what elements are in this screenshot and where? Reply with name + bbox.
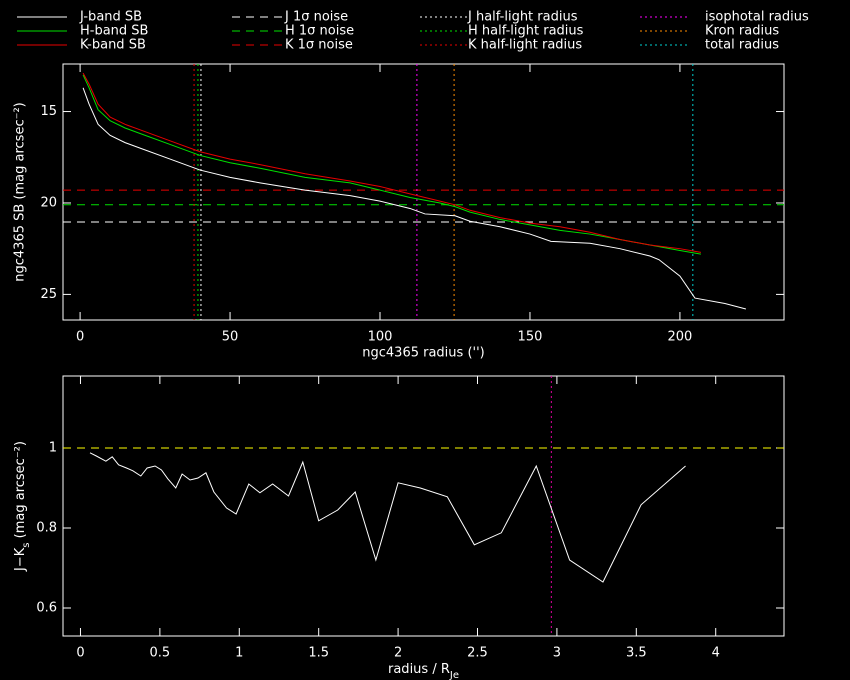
x-tick-label: 200 bbox=[668, 330, 693, 345]
x-tick-label: 0 bbox=[76, 330, 84, 345]
legend-label: K 1σ noise bbox=[285, 38, 353, 53]
plot-frame bbox=[62, 63, 785, 321]
legend-label: H 1σ noise bbox=[285, 24, 354, 39]
y-tick-label: 0.8 bbox=[36, 521, 57, 536]
legend-label: H-band SB bbox=[80, 24, 148, 39]
legend-label: total radius bbox=[705, 38, 779, 53]
y-axis-label-part: (mag arcsec⁻²) bbox=[13, 441, 28, 542]
y-axis-label: ngc4365 SB (mag arcsec⁻²) bbox=[13, 102, 28, 281]
series-line bbox=[82, 72, 702, 253]
series-line bbox=[82, 87, 747, 310]
series-line bbox=[82, 74, 702, 255]
x-axis-label: ngc4365 radius ('') bbox=[362, 346, 484, 361]
x-tick-label: 150 bbox=[518, 330, 543, 345]
x-tick-label: 2.5 bbox=[467, 646, 488, 661]
y-tick-label: 25 bbox=[40, 287, 57, 302]
x-tick-label: 0 bbox=[76, 646, 84, 661]
y-tick-label: 0.6 bbox=[36, 601, 57, 616]
x-tick-label: 3.5 bbox=[626, 646, 647, 661]
x-tick-label: 0.5 bbox=[150, 646, 171, 661]
x-tick-label: 3 bbox=[553, 646, 561, 661]
y-tick-label: 1 bbox=[49, 441, 57, 456]
legend-label: J 1σ noise bbox=[284, 10, 348, 25]
x-tick-label: 1.5 bbox=[308, 646, 329, 661]
x-axis-label-part: Je bbox=[449, 670, 459, 680]
legend-label: isophotal radius bbox=[705, 10, 809, 25]
x-tick-label: 2 bbox=[394, 646, 402, 661]
legend-label: J-band SB bbox=[79, 10, 142, 25]
x-tick-label: 50 bbox=[222, 330, 239, 345]
x-tick-label: 1 bbox=[235, 646, 243, 661]
series-line bbox=[89, 452, 686, 583]
legend-label: K half-light radius bbox=[468, 38, 582, 53]
x-tick-label: 4 bbox=[712, 646, 720, 661]
y-axis-label-part: s bbox=[21, 542, 32, 547]
x-axis-label: radius / RJe bbox=[388, 662, 459, 680]
y-axis-label: J−Ks (mag arcsec⁻²) bbox=[13, 441, 32, 572]
y-tick-label: 20 bbox=[40, 195, 57, 210]
legend-label: Kron radius bbox=[705, 24, 779, 39]
plot-frame bbox=[62, 375, 785, 637]
x-tick-label: 100 bbox=[368, 330, 393, 345]
legend-label: H half-light radius bbox=[468, 24, 584, 39]
legend-label: J half-light radius bbox=[467, 10, 578, 25]
x-axis-label-part: radius / R bbox=[388, 662, 450, 677]
legend-label: K-band SB bbox=[80, 38, 146, 53]
y-tick-label: 15 bbox=[40, 104, 57, 119]
y-axis-label-part: J−K bbox=[13, 547, 28, 572]
